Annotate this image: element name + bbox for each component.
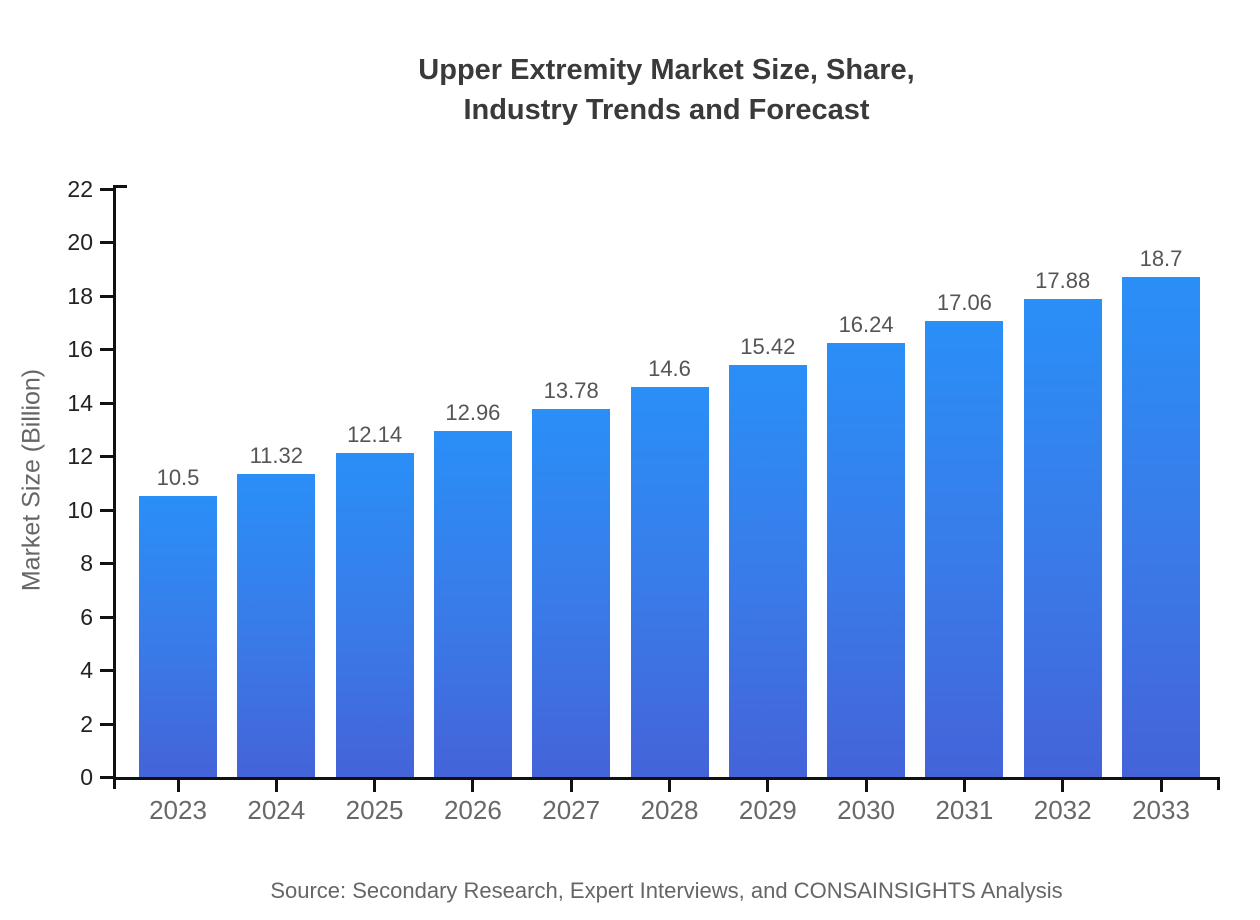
x-tick-2025 xyxy=(373,780,377,792)
bar-2027 xyxy=(532,408,611,777)
x-tick-label-2030: 2030 xyxy=(837,795,896,825)
bar-2026 xyxy=(433,430,512,777)
x-tick-2032 xyxy=(1061,780,1065,792)
bar-value-label-2024: 11.32 xyxy=(249,443,303,469)
x-tick-2023 xyxy=(176,780,180,792)
bar-value-label-2023: 10.5 xyxy=(156,465,200,491)
bar-value-label-2030: 16.24 xyxy=(838,311,894,337)
x-tick-2029 xyxy=(766,780,770,792)
y-tick-label-14: 14 xyxy=(67,389,93,416)
x-axis-line xyxy=(113,777,1220,780)
x-tick-label-2027: 2027 xyxy=(542,795,601,825)
y-tick-20 xyxy=(100,241,113,245)
x-tick-2027 xyxy=(569,780,573,792)
y-axis-line xyxy=(113,185,116,789)
bar-2028 xyxy=(630,386,709,777)
bar-2033 xyxy=(1122,277,1200,777)
bar-value-label-2032: 17.88 xyxy=(1035,268,1091,294)
y-tick-2 xyxy=(100,722,113,726)
bar-2025 xyxy=(335,452,414,777)
y-tick-6 xyxy=(100,615,113,619)
y-tick-8 xyxy=(100,562,113,566)
x-tick-2031 xyxy=(962,780,966,792)
y-tick-4 xyxy=(100,669,113,673)
x-tick-label-2024: 2024 xyxy=(247,795,306,825)
x-tick-label-2025: 2025 xyxy=(345,795,404,825)
x-tick-2026 xyxy=(471,780,475,792)
y-tick-22 xyxy=(100,188,113,191)
x-tick-label-2029: 2029 xyxy=(738,795,797,825)
x-tick-2024 xyxy=(274,780,278,792)
y-tick-label-22: 22 xyxy=(67,176,93,202)
y-tick-18 xyxy=(100,294,113,298)
y-tick-label-10: 10 xyxy=(67,496,93,523)
bar-value-label-2028: 14.6 xyxy=(648,355,691,381)
bar-2029 xyxy=(728,364,807,777)
y-tick-label-20: 20 xyxy=(67,229,93,256)
y-tick-label-6: 6 xyxy=(80,603,93,630)
bar-2031 xyxy=(925,321,1004,777)
y-tick-12 xyxy=(100,455,113,459)
bar-2024 xyxy=(237,474,316,777)
x-tick-2028 xyxy=(668,780,671,792)
x-tick-2033 xyxy=(1159,780,1163,792)
y-tick-label-0: 0 xyxy=(80,764,93,790)
y-tick-0 xyxy=(100,776,113,779)
chart-title: Upper Extremity Market Size, Share, Indu… xyxy=(113,50,1220,130)
y-tick-label-2: 2 xyxy=(80,710,93,737)
y-tick-label-8: 8 xyxy=(80,550,93,577)
y-tick-label-12: 12 xyxy=(67,443,93,470)
y-axis-top-cap xyxy=(113,185,127,188)
y-tick-14 xyxy=(100,401,113,405)
y-tick-16 xyxy=(100,348,113,352)
x-tick-label-2031: 2031 xyxy=(935,795,994,825)
bar-value-label-2031: 17.06 xyxy=(936,290,992,316)
x-tick-label-2028: 2028 xyxy=(640,795,699,825)
bar-value-label-2033: 18.7 xyxy=(1139,246,1183,272)
y-tick-label-16: 16 xyxy=(67,336,93,363)
x-tick-label-2026: 2026 xyxy=(443,795,502,825)
bar-2032 xyxy=(1023,299,1102,777)
bar-value-label-2029: 15.42 xyxy=(740,333,796,359)
bar-2023 xyxy=(139,496,217,777)
chart-title-line2: Industry Trends and Forecast xyxy=(463,94,870,126)
y-tick-10 xyxy=(100,508,113,512)
x-axis-end-cap xyxy=(1217,777,1220,790)
plot-area: 0 2 4 6 8 10 12 14 16 18 20 22 10.5 2023 11.32 2024 12.1… xyxy=(67,176,1220,825)
x-tick-label-2033: 2033 xyxy=(1132,795,1190,825)
y-tick-label-4: 4 xyxy=(80,657,93,684)
x-tick-2030 xyxy=(864,780,868,792)
source-note: Source: Secondary Research, Expert Inter… xyxy=(270,878,1063,903)
chart-title-line1: Upper Extremity Market Size, Share, xyxy=(418,54,915,86)
bar-value-label-2027: 13.78 xyxy=(543,377,599,403)
x-tick-label-2023: 2023 xyxy=(149,795,207,825)
bar-value-label-2025: 12.14 xyxy=(347,421,403,447)
x-tick-label-2032: 2032 xyxy=(1033,795,1092,825)
bar-2030 xyxy=(827,342,906,777)
y-tick-label-18: 18 xyxy=(67,282,93,309)
bar-value-label-2026: 12.96 xyxy=(445,399,501,425)
